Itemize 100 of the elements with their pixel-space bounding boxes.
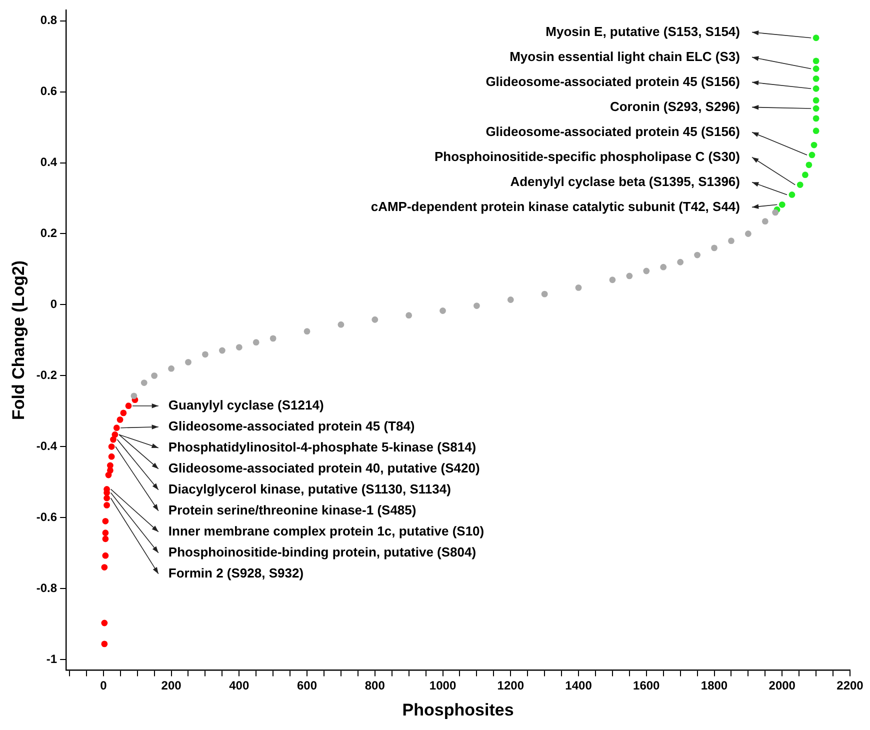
- point: [110, 436, 116, 443]
- x-axis-title: Phosphosites: [402, 700, 514, 720]
- annotation: Glideosome-associated protein 45 (S156): [486, 74, 740, 89]
- point: [202, 351, 208, 358]
- y-tick-label: -0.6: [36, 510, 58, 524]
- point: [102, 536, 109, 542]
- point: [812, 128, 820, 134]
- annotation: Myosin E, putative (S153, S154): [546, 24, 740, 39]
- point: [108, 453, 115, 460]
- point: [101, 620, 108, 626]
- y-tick-label: 0: [50, 297, 58, 312]
- point: [125, 402, 132, 410]
- x-tick-label: 400: [229, 678, 250, 693]
- point: [711, 244, 718, 252]
- point: [609, 276, 616, 284]
- point: [660, 264, 667, 270]
- point: [252, 339, 260, 346]
- point: [104, 502, 110, 508]
- point: [772, 209, 779, 216]
- point: [575, 284, 582, 291]
- point: [778, 201, 786, 208]
- point: [744, 230, 752, 237]
- annotation: Glideosome-associated protein 45 (T84): [168, 418, 415, 434]
- x-tick-label: 2000: [768, 678, 796, 693]
- point: [102, 518, 109, 524]
- point: [151, 372, 158, 379]
- point: [643, 268, 650, 274]
- point: [802, 172, 808, 178]
- x-tick-label: 200: [161, 678, 182, 693]
- x-tick-label: 1800: [700, 678, 728, 693]
- point: [812, 75, 820, 82]
- annotation: Coronin (S293, S296): [610, 98, 740, 114]
- point: [812, 34, 820, 42]
- y-tick-label: 0.4: [40, 155, 58, 170]
- point: [507, 296, 514, 303]
- x-tick-label: 1200: [497, 678, 524, 693]
- annotation: Phosphatidylinositol-4-phosphate 5-kinase (S814): [168, 439, 476, 454]
- point: [101, 564, 108, 570]
- point: [304, 328, 310, 335]
- point: [694, 252, 700, 258]
- annotation: Protein serine/threonine kinase-1 (S485): [168, 502, 416, 518]
- point: [102, 552, 109, 559]
- point: [101, 640, 108, 648]
- x-tick-label: 1600: [633, 678, 660, 693]
- x-tick-label: 1400: [565, 678, 592, 693]
- y-tick-label: 0.6: [40, 84, 58, 98]
- point: [812, 105, 820, 112]
- y-tick-label: 0.8: [40, 13, 58, 28]
- point: [218, 347, 226, 354]
- point: [106, 462, 114, 469]
- annotation: Glideosome-associated protein 40, putative (S420): [168, 460, 480, 476]
- point: [338, 321, 344, 328]
- point: [140, 380, 148, 386]
- point: [102, 530, 109, 536]
- point: [626, 272, 633, 280]
- y-tick-label: -0.8: [36, 580, 58, 595]
- point: [812, 85, 820, 92]
- y-tick-label: -0.2: [36, 368, 58, 382]
- annotation: Myosin essential light chain ELC (S3): [510, 48, 740, 64]
- x-tick-label: 1000: [429, 678, 456, 693]
- point: [796, 182, 804, 188]
- annotation: Phosphoinositide-specific phospholipase C (S30): [434, 148, 740, 164]
- y-axis-title: Fold Change (Log2): [8, 260, 28, 420]
- x-tick-label: 600: [297, 678, 318, 693]
- point: [168, 365, 174, 372]
- point: [108, 443, 115, 450]
- annotation: Formin 2 (S928, S932): [168, 565, 304, 580]
- point: [440, 308, 446, 314]
- x-tick-label: 2200: [836, 678, 864, 693]
- point: [728, 238, 734, 244]
- point: [406, 312, 412, 319]
- point: [810, 142, 818, 148]
- annotation: Guanylyl cyclase (S1214): [168, 397, 324, 412]
- point: [116, 416, 124, 423]
- point: [185, 359, 192, 366]
- point: [112, 431, 118, 438]
- point: [541, 290, 548, 298]
- y-tick-label: -0.4: [36, 438, 58, 453]
- point: [812, 97, 820, 104]
- point: [130, 392, 138, 400]
- point: [788, 192, 796, 198]
- point: [120, 410, 127, 416]
- point: [806, 162, 812, 168]
- y-tick-label: 0.2: [40, 226, 58, 240]
- annotation: Glideosome-associated protein 45 (S156): [486, 124, 740, 139]
- annotation: Phosphoinositide-binding protein, putative (S804): [168, 544, 476, 560]
- annotation: Adenylyl cyclase beta (S1395, S1396): [510, 174, 740, 189]
- point: [812, 58, 820, 64]
- x-tick-label: 800: [364, 678, 386, 693]
- y-tick-label: -1: [46, 652, 58, 666]
- point: [812, 66, 820, 72]
- point: [113, 424, 120, 432]
- point: [762, 218, 768, 225]
- annotation: Inner membrane complex protein 1c, putative (S10): [168, 523, 484, 538]
- point: [677, 258, 684, 266]
- point: [104, 494, 110, 502]
- point: [808, 152, 816, 158]
- annotation: cAMP-dependent protein kinase catalytic subunit (T42, S44): [370, 198, 740, 214]
- point: [372, 316, 378, 323]
- point: [236, 344, 242, 350]
